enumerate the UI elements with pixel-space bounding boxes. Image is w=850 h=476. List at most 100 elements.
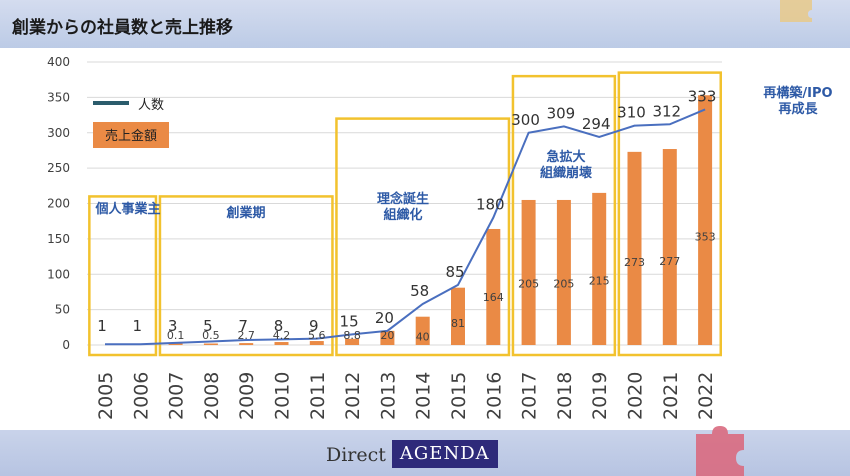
phase-box	[511, 74, 617, 357]
page-title: 創業からの社員数と売上推移	[12, 18, 233, 38]
x-tick-label: 2012	[342, 372, 364, 420]
brand-direct-text: Direct	[326, 444, 386, 466]
y-tick-label: 250	[47, 161, 70, 175]
bar-sales	[380, 330, 395, 345]
x-tick-label: 2017	[519, 372, 541, 420]
line-employees	[105, 108, 706, 346]
phase-box	[88, 195, 158, 357]
line-label-employees: 294	[582, 115, 611, 133]
phase-label: 個人事業主	[94, 201, 160, 217]
line-label-employees: 9	[309, 317, 319, 335]
x-tick-label: 2011	[307, 372, 329, 420]
bar-label-sales: 0.5	[202, 329, 220, 342]
x-tick-label: 2016	[483, 372, 505, 420]
y-tick-label: 150	[47, 232, 70, 246]
y-tick-label: 300	[47, 126, 70, 140]
bar-sales	[239, 343, 254, 345]
x-tick-label: 2006	[130, 372, 152, 420]
x-tick-label: 2015	[448, 372, 470, 420]
line-label-employees: 300	[511, 111, 540, 129]
bar-label-sales: 5.6	[308, 329, 326, 342]
y-tick-label: 400	[47, 55, 70, 69]
puzzle-piece-icon	[696, 426, 744, 476]
y-tick-label: 50	[55, 303, 70, 317]
bar-sales	[592, 192, 607, 345]
line-label-employees: 20	[375, 309, 394, 327]
bar-sales	[451, 287, 465, 345]
bar-label-sales: 353	[695, 231, 716, 244]
phase-label: 再成長	[778, 101, 818, 117]
bar-sales	[168, 343, 183, 345]
phase-label: 再構築/IPO	[763, 85, 832, 101]
phase-label: 急拡大	[546, 149, 585, 165]
bar-label-sales: 164	[483, 291, 504, 304]
brand-agenda-text: AGENDA	[391, 440, 498, 468]
bar-label-sales: 205	[553, 278, 574, 291]
bar-sales	[627, 151, 642, 345]
phase-box	[617, 71, 722, 357]
x-tick-label: 2018	[554, 372, 576, 420]
x-tick-label: 2014	[413, 372, 435, 420]
x-tick-label: 2021	[660, 372, 682, 420]
line-label-employees: 1	[133, 317, 143, 335]
line-label-employees: 1	[97, 317, 107, 335]
line-label-employees: 15	[340, 312, 359, 330]
bar-label-sales: 40	[416, 330, 430, 343]
phase-label: 組織崩壊	[540, 165, 593, 181]
line-label-employees: 5	[203, 317, 213, 335]
bar-sales	[203, 343, 218, 345]
x-tick-label: 2020	[625, 372, 647, 420]
bar-label-sales: 277	[659, 255, 680, 268]
bar-label-sales: 205	[518, 278, 539, 291]
line-label-employees: 309	[547, 104, 576, 122]
x-tick-label: 2010	[272, 372, 294, 420]
bar-sales	[309, 341, 324, 345]
bar-label-sales: 0.1	[167, 329, 185, 342]
line-label-employees: 310	[617, 104, 646, 122]
x-tick-label: 2007	[166, 372, 188, 420]
line-label-employees: 333	[688, 87, 717, 105]
bar-sales	[698, 95, 713, 345]
chart: 0 50 100 150 200 250 300 350 400 2005 2006 2007 2008…	[47, 55, 832, 420]
line-label-employees: 312	[652, 102, 681, 120]
phase-label: 組織化	[383, 207, 422, 223]
bar-sales	[486, 228, 501, 345]
brand-logo: Direct AGENDA	[326, 440, 498, 468]
puzzle-piece-icon	[780, 0, 812, 22]
y-tick-label: 200	[47, 197, 70, 211]
bar-sales	[274, 342, 289, 345]
phase-box	[158, 195, 334, 357]
line-label-employees: 180	[476, 196, 505, 214]
x-tick-label: 2008	[201, 372, 223, 420]
bar-label-sales: 273	[624, 256, 645, 269]
line-label-employees: 8	[274, 317, 284, 335]
legend-sales-swatch	[93, 122, 169, 148]
x-tick-label: 2009	[236, 372, 258, 420]
bar-sales	[662, 149, 677, 345]
bar-sales	[415, 316, 430, 345]
bar-label-sales: 2.7	[237, 329, 255, 342]
bar-label-sales: 8.8	[343, 329, 361, 342]
bar-sales	[556, 199, 571, 345]
bar-label-sales: 81	[451, 317, 465, 330]
bar-label-sales: 20	[380, 329, 394, 342]
phase-box	[335, 117, 511, 357]
legend-line-swatch	[93, 101, 129, 105]
y-tick-label: 100	[47, 267, 70, 281]
bar-sales	[345, 338, 360, 345]
bar-sales	[521, 199, 536, 345]
phase-label: 創業期	[225, 205, 265, 221]
bar-label-sales: 4.2	[273, 329, 291, 342]
bar-label-sales: 215	[589, 275, 610, 288]
legend-employees-label: 人数	[138, 98, 164, 113]
x-tick-label: 2013	[377, 372, 399, 420]
line-label-employees: 7	[238, 317, 248, 335]
chart-area: 0 50 100 150 200 250 300 350 400 2005 2006 2007 2008…	[0, 50, 850, 428]
header-bar: 創業からの社員数と売上推移	[0, 0, 850, 48]
y-tick-label: 350	[47, 90, 70, 104]
x-tick-label: 2005	[95, 372, 117, 420]
line-label-employees: 3	[168, 317, 178, 335]
y-tick-label: 0	[62, 338, 70, 352]
x-tick-label: 2019	[589, 372, 611, 420]
phase-label: 理念誕生	[377, 191, 429, 207]
